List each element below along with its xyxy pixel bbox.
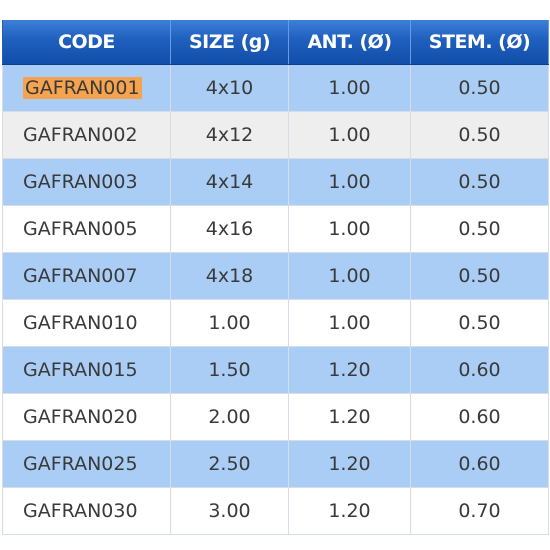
ant-cell: 1.20	[288, 346, 411, 394]
ant-cell: 1.00	[288, 64, 411, 112]
code-cell: GAFRAN001	[2, 64, 171, 112]
ant-cell: 1.00	[288, 158, 411, 206]
code-cell: GAFRAN003	[2, 158, 171, 206]
size-cell: 1.00	[170, 299, 289, 347]
size-cell: 4x16	[170, 205, 289, 253]
size-cell: 4x18	[170, 252, 289, 300]
stem-cell: 0.50	[410, 158, 549, 206]
code-cell: GAFRAN007	[2, 252, 171, 300]
stem-cell: 0.60	[410, 440, 549, 488]
size-cell: 3.00	[170, 487, 289, 535]
stem-cell: 0.50	[410, 64, 549, 112]
code-cell: GAFRAN010	[2, 299, 171, 347]
code-cell: GAFRAN005	[2, 205, 171, 253]
table-row: GAFRAN003 4x14 1.00 0.50	[2, 158, 549, 206]
table-row: GAFRAN020 2.00 1.20 0.60	[2, 393, 549, 441]
table-row: GAFRAN005 4x16 1.00 0.50	[2, 205, 549, 253]
stem-cell: 0.50	[410, 252, 549, 300]
stem-cell: 0.50	[410, 299, 549, 347]
size-cell: 4x14	[170, 158, 289, 206]
header-ant: ANT. (Ø)	[288, 20, 411, 65]
table-row: GAFRAN002 4x12 1.00 0.50	[2, 111, 549, 159]
stem-cell: 0.50	[410, 111, 549, 159]
product-spec-table: CODE SIZE (g) ANT. (Ø) STEM. (Ø) GAFRAN0…	[2, 20, 549, 535]
ant-cell: 1.00	[288, 299, 411, 347]
table-row: GAFRAN025 2.50 1.20 0.60	[2, 440, 549, 488]
stem-cell: 0.60	[410, 346, 549, 394]
stem-cell: 0.70	[410, 487, 549, 535]
code-cell: GAFRAN002	[2, 111, 171, 159]
code-cell: GAFRAN020	[2, 393, 171, 441]
code-cell: GAFRAN015	[2, 346, 171, 394]
code-cell: GAFRAN030	[2, 487, 171, 535]
stem-cell: 0.50	[410, 205, 549, 253]
ant-cell: 1.00	[288, 252, 411, 300]
table-header-row: CODE SIZE (g) ANT. (Ø) STEM. (Ø)	[2, 20, 549, 65]
header-code: CODE	[2, 20, 171, 65]
ant-cell: 1.00	[288, 111, 411, 159]
ant-cell: 1.20	[288, 487, 411, 535]
highlighted-code: GAFRAN001	[23, 77, 142, 99]
size-cell: 4x12	[170, 111, 289, 159]
ant-cell: 1.20	[288, 393, 411, 441]
size-cell: 2.50	[170, 440, 289, 488]
header-stem: STEM. (Ø)	[410, 20, 549, 65]
header-size: SIZE (g)	[170, 20, 289, 65]
code-cell: GAFRAN025	[2, 440, 171, 488]
table-row: GAFRAN007 4x18 1.00 0.50	[2, 252, 549, 300]
size-cell: 1.50	[170, 346, 289, 394]
ant-cell: 1.00	[288, 205, 411, 253]
size-cell: 4x10	[170, 64, 289, 112]
stem-cell: 0.60	[410, 393, 549, 441]
table-row: GAFRAN015 1.50 1.20 0.60	[2, 346, 549, 394]
table-row: GAFRAN001 4x10 1.00 0.50	[2, 64, 549, 112]
ant-cell: 1.20	[288, 440, 411, 488]
table-row: GAFRAN030 3.00 1.20 0.70	[2, 487, 549, 535]
size-cell: 2.00	[170, 393, 289, 441]
table-row: GAFRAN010 1.00 1.00 0.50	[2, 299, 549, 347]
